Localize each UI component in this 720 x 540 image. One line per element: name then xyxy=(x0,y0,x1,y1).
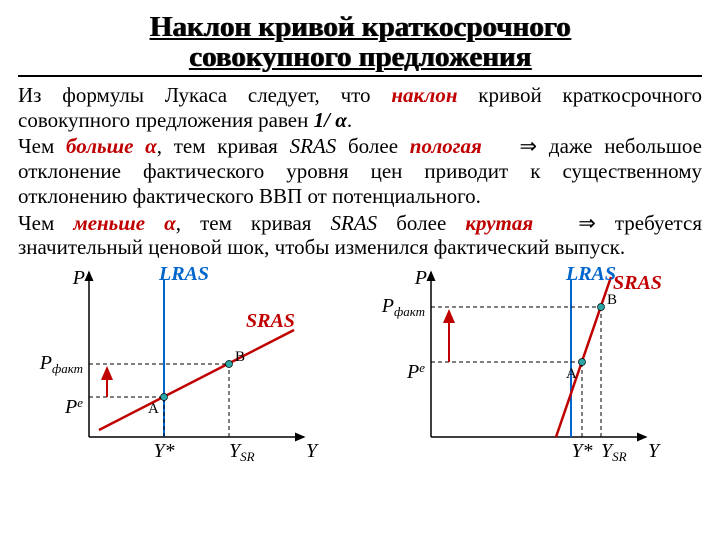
svg-text:YSR: YSR xyxy=(229,440,255,464)
svg-text:Pфакт: Pфакт xyxy=(381,295,425,319)
title-underline xyxy=(18,75,702,77)
paragraph-2: Чем больше α, тем кривая SRAS более поло… xyxy=(18,134,702,208)
svg-text:Y: Y xyxy=(648,440,661,462)
svg-text:B: B xyxy=(235,349,245,365)
svg-text:Y*: Y* xyxy=(153,440,174,462)
svg-text:P: P xyxy=(72,267,85,289)
svg-text:Y: Y xyxy=(306,440,319,462)
svg-text:A: A xyxy=(566,366,577,382)
svg-text:Pфакт: Pфакт xyxy=(39,352,83,376)
page-title: Наклон кривой краткосрочного совокупного… xyxy=(18,12,702,73)
svg-text:Y*: Y* xyxy=(571,440,592,462)
chart-flat-sras: P Y LRAS SRAS Pфакт Pe A B Y* YSR xyxy=(34,262,344,477)
svg-text:LRAS: LRAS xyxy=(158,263,209,285)
paragraph-1: Из формулы Лукаса следует, что наклон кр… xyxy=(18,83,702,133)
svg-text:A: A xyxy=(148,401,159,417)
charts-row: PYLRASSRASPфактPeABY*YSR PYLRASSRASPфакт… xyxy=(18,262,702,477)
svg-text:Pe: Pe xyxy=(64,395,83,418)
svg-text:B: B xyxy=(607,292,617,308)
svg-text:LRAS: LRAS xyxy=(565,263,616,285)
body-text: Из формулы Лукаса следует, что наклон кр… xyxy=(18,83,702,260)
svg-text:YSR: YSR xyxy=(601,440,627,464)
svg-text:Pe: Pe xyxy=(406,360,425,383)
svg-text:SRAS: SRAS xyxy=(246,310,295,332)
svg-text:SRAS: SRAS xyxy=(613,272,662,294)
svg-text:P: P xyxy=(414,267,427,289)
paragraph-3: Чем меньше α, тем кривая SRAS более крут… xyxy=(18,211,702,261)
chart-steep-sras: P Y LRASSRAS Pфакт Pe A B Y* YSR xyxy=(376,262,686,477)
